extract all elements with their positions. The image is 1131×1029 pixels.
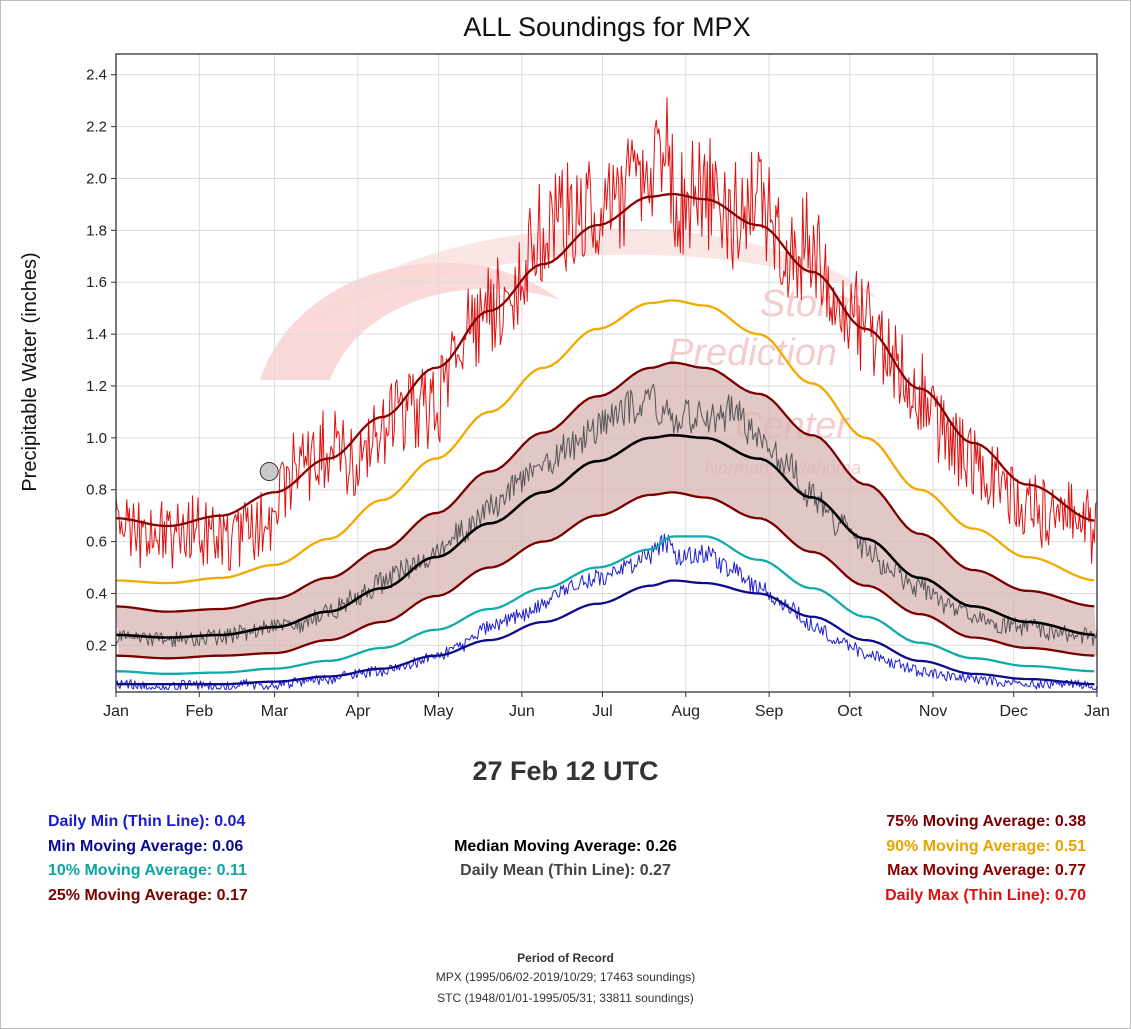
x-tick-label: Dec	[999, 703, 1027, 720]
chart-title: ALL Soundings for MPX	[463, 12, 750, 42]
y-axis-label: Precipitable Water (inches)	[19, 252, 41, 491]
watermark-text-line1: Storm	[760, 283, 861, 325]
x-tick-label: Sep	[755, 703, 784, 720]
y-tick-label: 0.8	[86, 482, 107, 499]
x-tick-label: Apr	[345, 703, 371, 720]
stat-right-1: 90% Moving Average: 0.51	[886, 838, 1086, 855]
stat-left-1: Min Moving Average: 0.06	[48, 838, 244, 855]
median-line	[115, 434, 1095, 639]
precipitable-water-chart: StormPredictionCenterNorman, Oklahoma 0.…	[19, 12, 1110, 720]
period-of-record-title: Period of Record	[517, 951, 614, 965]
y-tick-label: 1.2	[86, 378, 107, 395]
y-tick-label: 1.0	[86, 430, 107, 447]
stat-center-0: Median Moving Average: 0.26	[454, 838, 677, 855]
x-tick-label: Mar	[261, 703, 289, 720]
valid-time-subtitle: 27 Feb 12 UTC	[472, 756, 659, 786]
period-of-record-stc: STC (1948/01/01-1995/05/31; 33811 soundi…	[437, 991, 694, 1005]
p25-p75-band	[116, 362, 1097, 659]
series-lines	[115, 97, 1098, 690]
x-tick-label: Nov	[919, 703, 947, 720]
x-tick-label: Jun	[509, 703, 535, 720]
p25-line	[115, 491, 1095, 660]
stat-right-0: 75% Moving Average: 0.38	[886, 813, 1086, 830]
y-tick-label: 2.4	[86, 67, 107, 84]
y-tick-label: 0.4	[86, 585, 107, 602]
stat-left-0: Daily Min (Thin Line): 0.04	[48, 813, 246, 830]
watermark-arc	[300, 228, 880, 330]
daily_mean-line	[115, 383, 1098, 648]
watermark-swoosh	[260, 262, 560, 380]
plot-area-border	[115, 53, 1098, 693]
x-tick-label: May	[423, 703, 453, 720]
stat-right-2: Max Moving Average: 0.77	[887, 862, 1086, 879]
daily_max-line	[115, 97, 1098, 571]
min_avg-line	[116, 579, 1095, 686]
y-tick-label: 1.8	[86, 222, 107, 239]
stat-left-2: 10% Moving Average: 0.11	[48, 862, 247, 879]
y-tick-label: 2.0	[86, 170, 107, 187]
interquartile-band	[116, 362, 1097, 659]
stat-center-1: Daily Mean (Thin Line): 0.27	[460, 862, 671, 879]
p75-line	[115, 361, 1095, 613]
y-tick-label: 1.4	[86, 326, 107, 343]
y-tick-label: 0.2	[86, 637, 107, 654]
x-tick-label: Aug	[672, 703, 700, 720]
x-tick-label: Jan	[1084, 703, 1110, 720]
x-tick-label: Feb	[186, 703, 214, 720]
stat-left-3: 25% Moving Average: 0.17	[48, 887, 248, 904]
x-tick-label: Jul	[592, 703, 612, 720]
daily_min-line	[115, 533, 1098, 690]
current-value-marker	[259, 462, 279, 482]
stat-right-3: Daily Max (Thin Line): 0.70	[885, 887, 1086, 904]
y-tick-label: 0.6	[86, 534, 107, 551]
y-tick-label: 2.2	[86, 119, 107, 136]
axes: 0.2 0.4 0.6 0.8 1.0 1.2 1.4 1.6 1.8 2.0 2.2 2.4 Jan F…	[86, 53, 1110, 720]
x-tick-label: Jan	[103, 703, 129, 720]
p10-line	[116, 535, 1095, 675]
y-tick-label: 1.6	[86, 274, 107, 291]
p90-line	[116, 299, 1095, 585]
period-of-record-mpx: MPX (1995/06/02-2019/10/29; 17463 soundi…	[435, 970, 696, 984]
max_avg-line	[115, 192, 1095, 528]
x-tick-label: Oct	[837, 703, 862, 720]
